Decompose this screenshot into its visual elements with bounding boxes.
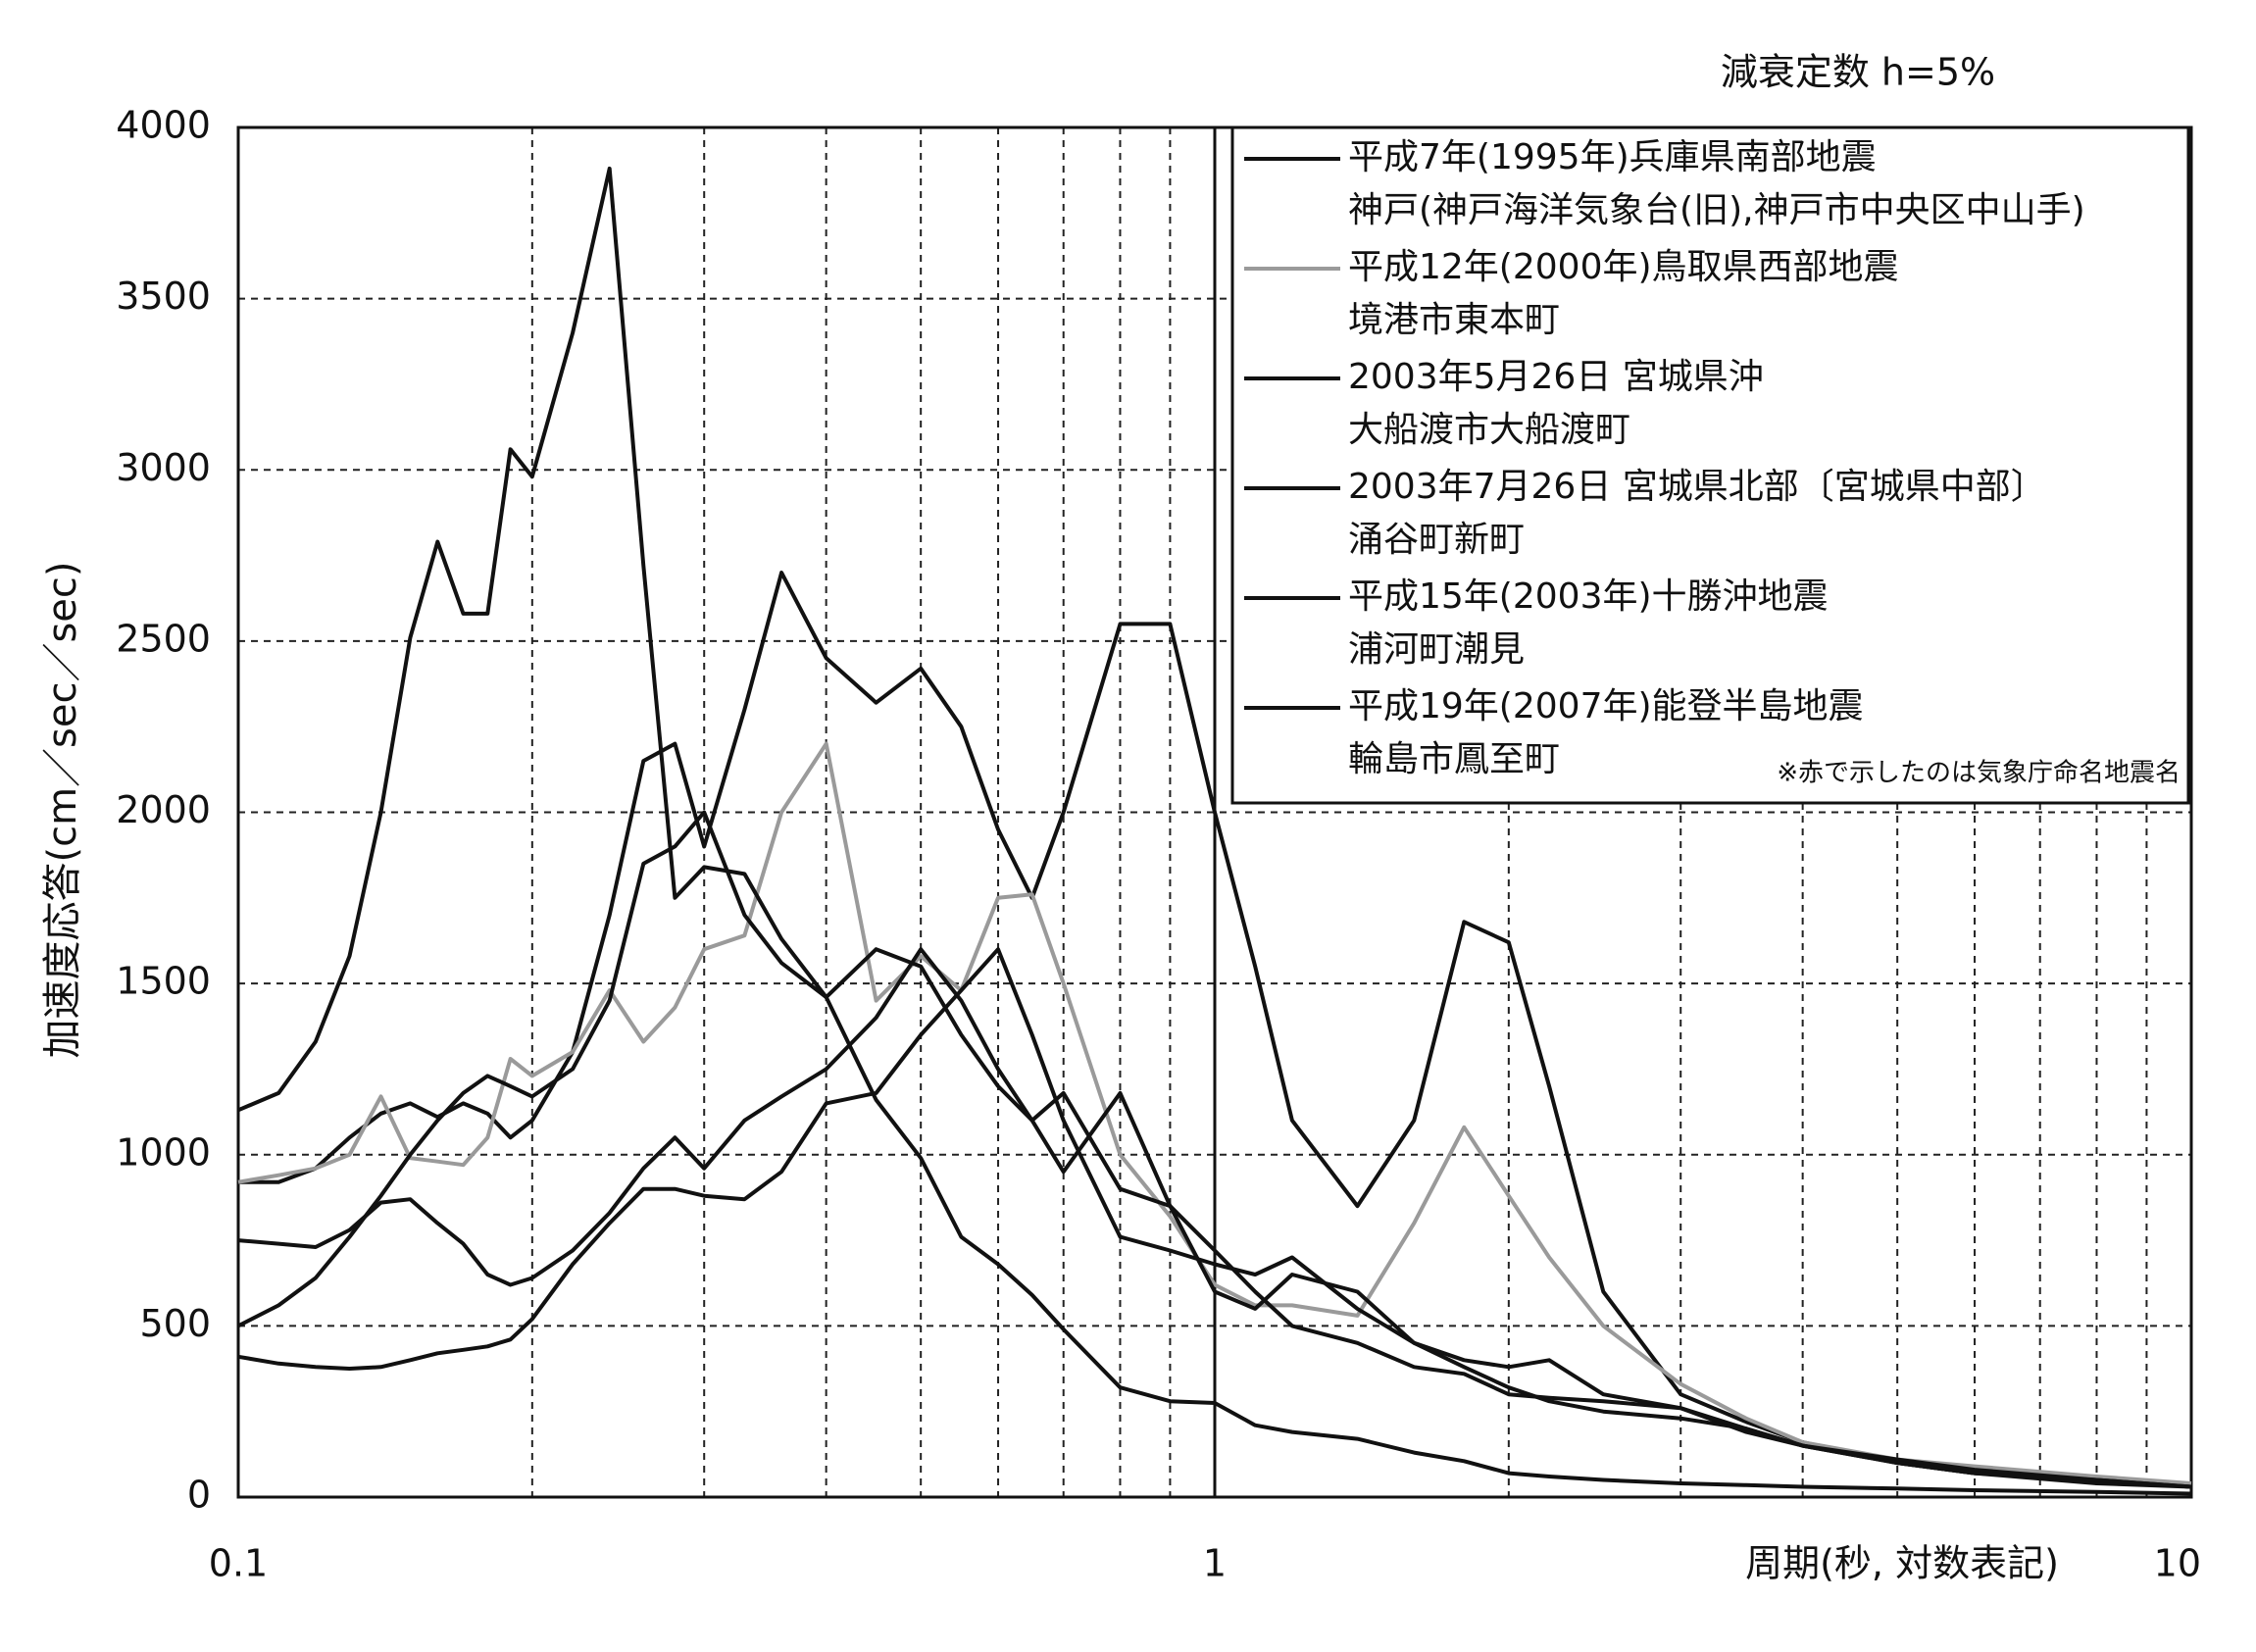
legend-note: ※赤で示したのは気象庁命名地震名 <box>1777 759 2181 788</box>
legend-label: 2003年7月26日 宮城県北部〔宮城県中部〕 <box>1348 467 2046 507</box>
y-tick-label: 0 <box>187 1474 211 1517</box>
legend-label: 平成19年(2007年)能登半島地震 <box>1348 686 1864 726</box>
series-line <box>237 947 2192 1489</box>
legend-site: 神戸(神戸海洋気象台(旧),神戸市中央区中山手) <box>1348 190 2085 230</box>
series-line <box>237 166 2192 1496</box>
legend-label: 平成12年(2000年)鳥取県西部地震 <box>1348 247 1899 287</box>
series-line <box>237 810 2192 1489</box>
legend-box <box>1230 125 2190 805</box>
series-line <box>238 571 2192 1489</box>
y-tick-label: 3500 <box>116 275 211 318</box>
y-tick-label: 1000 <box>116 1130 211 1174</box>
legend-site: 境港市東本町 <box>1348 300 1560 340</box>
y-tick-label: 1500 <box>116 960 211 1003</box>
legend-site: 浦河町潮見 <box>1348 629 1525 670</box>
x-tick-label: 10 <box>2154 1542 2201 1585</box>
y-tick-label: 2000 <box>116 788 211 831</box>
legend-site: 大船渡市大船渡町 <box>1348 410 1630 450</box>
x-axis-label: 周期(秒, 対数表記) <box>1745 1542 2059 1585</box>
y-tick-label: 2500 <box>116 617 211 660</box>
y-tick-label: 4000 <box>116 104 211 147</box>
legend: 平成7年(1995年)兵庫県南部地震神戸(神戸海洋気象台(旧),神戸市中央区中山… <box>1230 125 2190 805</box>
y-tick-label: 3000 <box>116 446 211 489</box>
legend-site: 輪島市鳳至町 <box>1348 739 1560 779</box>
chart-title: 減衰定数 h=5% <box>1721 51 1995 94</box>
y-axis-label: 加速度応答(cm／sec／sec) <box>40 561 85 1058</box>
legend-site: 涌谷町新町 <box>1348 520 1525 560</box>
y-tick-label: 500 <box>139 1302 211 1345</box>
legend-label: 平成7年(1995年)兵庫県南部地震 <box>1348 137 1877 177</box>
plot-frame <box>236 125 2193 1499</box>
legend-label: 2003年5月26日 宮城県沖 <box>1348 357 1764 397</box>
x-tick-label: 0.1 <box>209 1542 268 1585</box>
legend-label: 平成15年(2003年)十勝沖地震 <box>1348 576 1829 617</box>
x-tick-label: 1 <box>1203 1542 1227 1585</box>
series-line <box>237 947 2192 1489</box>
